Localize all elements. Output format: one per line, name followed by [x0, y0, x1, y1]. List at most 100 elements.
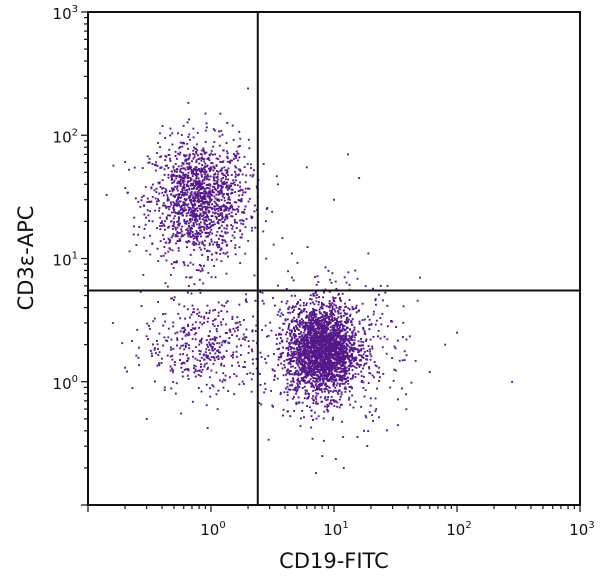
data-point: [337, 336, 340, 339]
data-point: [215, 330, 218, 333]
data-point: [320, 320, 323, 322]
data-point: [294, 371, 297, 374]
data-point: [325, 305, 328, 307]
data-point: [343, 321, 346, 323]
data-point: [176, 182, 179, 185]
data-point: [329, 278, 331, 281]
data-point: [305, 374, 308, 377]
data-point: [227, 178, 229, 181]
data-point: [291, 307, 293, 309]
data-point: [209, 175, 212, 178]
data-point: [251, 175, 254, 178]
data-point: [154, 169, 157, 172]
data-point: [211, 207, 214, 210]
data-point: [182, 187, 185, 190]
data-point: [198, 170, 201, 172]
data-point: [166, 340, 169, 342]
data-point: [161, 224, 163, 227]
data-point: [237, 208, 239, 211]
data-point: [203, 363, 206, 366]
data-point: [176, 170, 178, 173]
data-point: [355, 347, 357, 350]
data-point: [318, 351, 321, 354]
data-point: [306, 321, 309, 324]
data-point: [189, 316, 191, 319]
data-point: [348, 299, 351, 301]
data-point: [224, 207, 227, 209]
data-point: [208, 312, 211, 314]
data-point: [238, 156, 241, 159]
data-point: [172, 228, 174, 230]
data-point: [344, 378, 347, 381]
data-point: [326, 327, 329, 330]
data-point: [246, 163, 249, 165]
data-point: [243, 319, 245, 321]
data-point: [209, 206, 212, 209]
data-point: [286, 353, 289, 356]
data-point: [283, 391, 286, 394]
data-point: [203, 365, 206, 368]
data-point: [231, 188, 234, 191]
data-point: [250, 229, 253, 232]
data-point: [288, 332, 291, 335]
data-point: [357, 310, 360, 313]
data-point: [227, 186, 230, 189]
data-point: [326, 342, 329, 345]
data-point: [204, 198, 207, 201]
data-point: [233, 373, 236, 375]
data-point: [298, 349, 301, 352]
data-point: [172, 217, 175, 220]
data-point: [191, 187, 194, 190]
data-point: [239, 219, 241, 222]
data-point: [348, 396, 351, 399]
data-point: [318, 370, 321, 373]
data-point: [287, 270, 289, 273]
data-point: [247, 87, 249, 90]
data-point: [342, 342, 345, 345]
data-point: [224, 182, 227, 185]
data-point: [315, 334, 318, 337]
data-point: [177, 249, 180, 252]
data-point: [205, 231, 208, 234]
data-point: [203, 173, 206, 176]
data-point: [221, 186, 224, 188]
data-point: [183, 186, 186, 189]
data-point: [319, 323, 322, 326]
data-point: [329, 333, 332, 336]
data-point: [178, 174, 181, 177]
data-point: [165, 189, 168, 192]
data-point: [239, 145, 241, 147]
data-point: [190, 199, 193, 202]
data-point: [362, 387, 365, 389]
data-point: [191, 350, 194, 353]
data-point: [320, 362, 323, 365]
data-point: [133, 216, 136, 219]
data-point: [288, 370, 291, 372]
data-point: [357, 373, 360, 376]
data-point: [353, 328, 356, 331]
data-point: [207, 184, 210, 186]
data-point: [197, 195, 199, 198]
data-point: [311, 376, 314, 379]
data-point: [314, 322, 317, 325]
data-point: [173, 261, 175, 264]
data-point: [319, 306, 322, 309]
data-point: [259, 383, 262, 386]
data-point: [190, 329, 193, 331]
data-point: [333, 354, 336, 357]
data-point: [190, 276, 193, 279]
data-point: [194, 217, 197, 220]
data-point: [171, 187, 173, 190]
data-point: [197, 201, 200, 204]
data-point: [186, 174, 189, 177]
data-point: [322, 368, 325, 371]
data-point: [219, 214, 221, 216]
data-point: [336, 320, 338, 323]
data-point: [221, 195, 224, 198]
data-point: [339, 375, 342, 378]
data-point: [331, 309, 333, 312]
data-point: [221, 214, 224, 217]
data-point: [194, 167, 197, 170]
data-point: [167, 214, 169, 217]
data-point: [162, 204, 164, 207]
